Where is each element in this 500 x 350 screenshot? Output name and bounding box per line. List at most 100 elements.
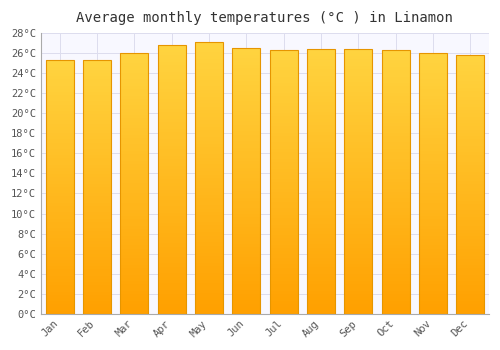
Bar	[232, 71, 260, 75]
Bar	[456, 133, 484, 136]
Bar	[232, 271, 260, 274]
Bar	[270, 172, 297, 175]
Bar	[83, 159, 111, 162]
Bar	[158, 246, 186, 250]
Bar	[83, 266, 111, 270]
Bar	[270, 133, 297, 136]
Bar	[382, 234, 409, 238]
Bar	[419, 258, 447, 261]
Bar	[307, 56, 335, 59]
Bar	[195, 273, 223, 276]
Bar	[419, 223, 447, 226]
Bar	[158, 186, 186, 190]
Bar	[419, 281, 447, 285]
Bar	[83, 253, 111, 257]
Bar	[344, 82, 372, 86]
Bar	[270, 271, 297, 274]
Bar	[46, 203, 74, 206]
Bar	[419, 73, 447, 76]
Bar	[382, 119, 409, 123]
Bar	[232, 65, 260, 68]
Bar	[382, 248, 409, 251]
Bar	[195, 175, 223, 178]
Bar	[195, 266, 223, 270]
Bar	[307, 228, 335, 231]
Bar	[456, 172, 484, 175]
Bar	[46, 162, 74, 165]
Bar	[195, 236, 223, 239]
Bar	[232, 48, 260, 314]
Bar	[158, 263, 186, 267]
Bar	[382, 126, 409, 129]
Bar	[382, 110, 409, 113]
Bar	[195, 222, 223, 225]
Bar	[344, 49, 372, 52]
Bar	[232, 204, 260, 208]
Bar	[419, 148, 447, 151]
Bar	[270, 116, 297, 119]
Bar	[270, 166, 297, 169]
Bar	[456, 152, 484, 155]
Bar	[456, 246, 484, 249]
Bar	[307, 310, 335, 314]
Bar	[307, 307, 335, 310]
Bar	[456, 249, 484, 252]
Bar	[270, 264, 297, 268]
Bar	[232, 287, 260, 290]
Bar	[307, 271, 335, 274]
Bar	[195, 127, 223, 131]
Bar	[344, 201, 372, 205]
Bar	[120, 226, 148, 229]
Bar	[232, 251, 260, 254]
Bar	[419, 180, 447, 183]
Bar	[83, 60, 111, 63]
Bar	[344, 251, 372, 254]
Bar	[456, 275, 484, 278]
Bar	[419, 252, 447, 255]
Bar	[46, 295, 74, 298]
Bar	[120, 245, 148, 248]
Bar	[270, 212, 297, 215]
Bar	[344, 105, 372, 109]
Bar	[195, 229, 223, 232]
Bar	[270, 156, 297, 159]
Bar	[382, 264, 409, 268]
Bar	[46, 276, 74, 279]
Bar	[120, 145, 148, 148]
Bar	[83, 234, 111, 238]
Bar	[382, 310, 409, 314]
Bar	[456, 88, 484, 91]
Bar	[46, 127, 74, 130]
Bar	[456, 178, 484, 181]
Bar	[419, 294, 447, 298]
Bar	[382, 80, 409, 83]
Bar	[232, 75, 260, 78]
Bar	[270, 192, 297, 195]
Bar	[419, 261, 447, 265]
Bar	[419, 145, 447, 148]
Bar	[46, 231, 74, 235]
Bar	[344, 102, 372, 105]
Bar	[120, 135, 148, 138]
Bar	[307, 135, 335, 139]
Bar	[120, 174, 148, 177]
Bar	[456, 259, 484, 262]
Bar	[419, 248, 447, 252]
Bar	[419, 158, 447, 161]
Bar	[158, 223, 186, 226]
Bar	[456, 142, 484, 146]
Bar	[307, 198, 335, 201]
Bar	[456, 113, 484, 117]
Bar	[46, 199, 74, 203]
Bar	[195, 76, 223, 79]
Bar	[46, 102, 74, 105]
Bar	[382, 77, 409, 80]
Bar	[382, 189, 409, 192]
Bar	[232, 214, 260, 217]
Bar	[270, 67, 297, 70]
Bar	[195, 219, 223, 222]
Bar	[232, 181, 260, 184]
Bar	[46, 89, 74, 92]
Bar	[158, 226, 186, 230]
Bar	[195, 307, 223, 310]
